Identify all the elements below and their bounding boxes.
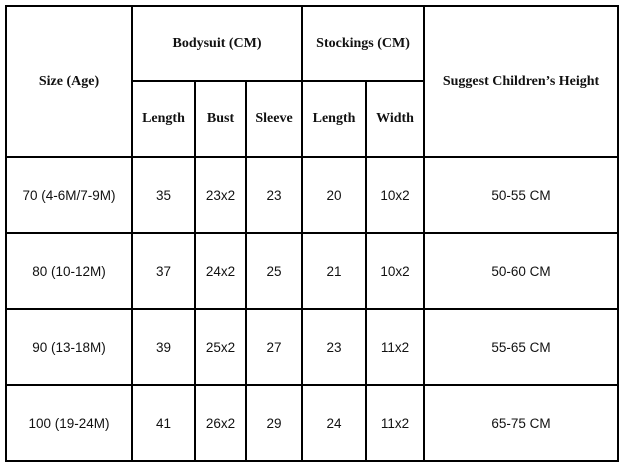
table-cell: 10x2 (365, 232, 426, 310)
subheader: Width (365, 80, 426, 158)
subheader: Sleeve (244, 80, 304, 158)
table-cell: 41 (131, 384, 196, 462)
table-cell: 50-60 CM (423, 232, 620, 310)
table-cell: 27 (244, 308, 304, 386)
size-table: Size (Age) Bodysuit (CM) Stockings (CM) … (5, 5, 620, 462)
table-cell: 37 (131, 232, 196, 310)
table-cell: 65-75 CM (423, 384, 620, 462)
table-cell: 11x2 (365, 308, 426, 386)
table-row: 100 (19-24M) 41 26x2 29 24 11x2 65-75 CM (5, 384, 620, 462)
table-cell: 20 (301, 156, 368, 234)
table-cell: 24 (301, 384, 368, 462)
table-cell: 21 (301, 232, 368, 310)
table-cell: 70 (4-6M/7-9M) (5, 156, 133, 234)
table-row: 80 (10-12M) 37 24x2 25 21 10x2 50-60 CM (5, 232, 620, 310)
table-cell: 10x2 (365, 156, 426, 234)
header-stockings: Stockings (CM) (301, 5, 426, 82)
header-bodysuit: Bodysuit (CM) (130, 5, 304, 82)
table-cell: 25 (244, 232, 304, 310)
table-cell: 11x2 (365, 384, 426, 462)
table-cell: 29 (244, 384, 304, 462)
table-row: 90 (13-18M) 39 25x2 27 23 11x2 55-65 CM (5, 308, 620, 386)
table-row: 70 (4-6M/7-9M) 35 23x2 23 20 10x2 50-55 CM (5, 156, 620, 234)
subheader: Length (131, 80, 196, 158)
table-cell: 23x2 (194, 156, 247, 234)
table-cell: 50-55 CM (423, 156, 620, 234)
header-height: Suggest Children’s Height (423, 5, 620, 158)
table-cell: 35 (131, 156, 196, 234)
table-cell: 90 (13-18M) (5, 308, 133, 386)
table-cell: 25x2 (194, 308, 247, 386)
header-size: Size (Age) (5, 5, 133, 158)
table-cell: 80 (10-12M) (5, 232, 133, 310)
table-cell: 26x2 (194, 384, 247, 462)
table-cell: 39 (131, 308, 196, 386)
table-cell: 23 (301, 308, 368, 386)
table-body: 70 (4-6M/7-9M) 35 23x2 23 20 10x2 50-55 CM 80 (… (5, 156, 620, 462)
table-cell: 55-65 CM (423, 308, 620, 386)
table-cell: 100 (19-24M) (5, 384, 133, 462)
table-cell: 24x2 (194, 232, 247, 310)
table-cell: 23 (244, 156, 304, 234)
subheader: Length (301, 80, 368, 158)
subheader: Bust (194, 80, 247, 158)
subheader-row: Length Bust Sleeve Length Width (6, 80, 618, 158)
